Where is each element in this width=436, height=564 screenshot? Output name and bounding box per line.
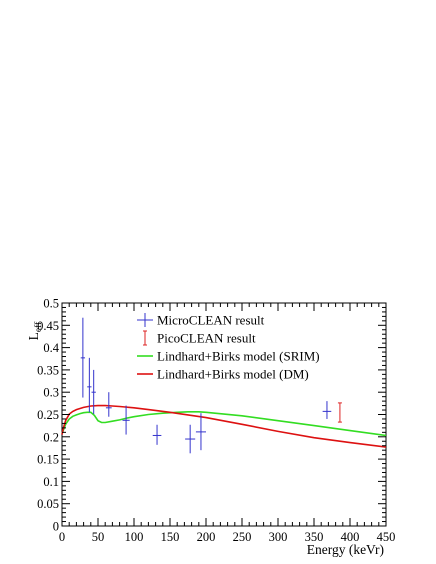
legend-label: MicroCLEAN result — [157, 313, 265, 328]
legend-entry-2: Lindhard+Birks model (SRIM) — [137, 349, 320, 364]
legend-label: Lindhard+Birks model (DM) — [157, 367, 309, 382]
x-axis-label: Energy (keVr) — [307, 542, 384, 557]
data-point-0-0 — [80, 317, 86, 398]
x-tick-label: 350 — [305, 530, 324, 544]
y-tick-label: 0 — [53, 520, 59, 534]
model-curves — [61, 404, 387, 448]
x-tick-label: 200 — [197, 530, 216, 544]
x-tick-label: 0 — [59, 530, 65, 544]
x-tick-label: 300 — [269, 530, 288, 544]
legend-entry-1: PicoCLEAN result — [143, 330, 256, 346]
legend-label: PicoCLEAN result — [157, 331, 256, 346]
x-tick-label: 450 — [377, 530, 396, 544]
y-tick-label: 0.5 — [43, 297, 59, 311]
x-tick-label: 100 — [125, 530, 144, 544]
y-tick-label: 0.05 — [37, 497, 59, 511]
x-tick-label: 150 — [161, 530, 180, 544]
y-tick-label: 0.4 — [43, 341, 59, 355]
y-tick-label: 0.2 — [43, 430, 59, 444]
series-line-2 — [61, 411, 387, 437]
y-axis-label-main: L — [26, 332, 41, 340]
data-point-0-3 — [105, 392, 112, 417]
y-tick-label: 0.45 — [37, 319, 59, 333]
legend-entry-0: MicroCLEAN result — [137, 313, 265, 328]
data-point-0-8 — [322, 401, 332, 419]
data-point-0-2 — [91, 369, 96, 415]
y-axis-label: Leff — [26, 321, 44, 340]
data-points — [80, 317, 342, 454]
y-tick-label: 0.35 — [37, 363, 59, 377]
y-axis-label-subscript: eff — [33, 321, 44, 332]
data-point-0-4 — [122, 405, 130, 435]
data-point-0-7 — [195, 413, 206, 451]
y-tick-label: 0.25 — [37, 408, 59, 422]
x-tick-label: 250 — [233, 530, 252, 544]
x-tick-label: 400 — [341, 530, 360, 544]
series-line-3 — [61, 404, 387, 448]
data-point-0-1 — [87, 357, 92, 413]
legend-label: Lindhard+Birks model (SRIM) — [157, 349, 320, 364]
data-point-1-0 — [337, 402, 342, 423]
data-point-0-6 — [185, 424, 196, 454]
y-tick-label: 0.1 — [43, 475, 59, 489]
y-tick-label: 0.15 — [37, 453, 59, 467]
legend: MicroCLEAN result PicoCLEAN result Lindhar… — [137, 313, 320, 382]
legend-entry-3: Lindhard+Birks model (DM) — [137, 367, 309, 382]
y-tick-label: 0.3 — [43, 386, 59, 400]
x-tick-label: 50 — [92, 530, 105, 544]
axes: 0 50 100 150 200 250 300 350 400 450 0 0.05 0.1 0.15 0… — [37, 297, 395, 545]
data-point-0-5 — [152, 424, 162, 445]
